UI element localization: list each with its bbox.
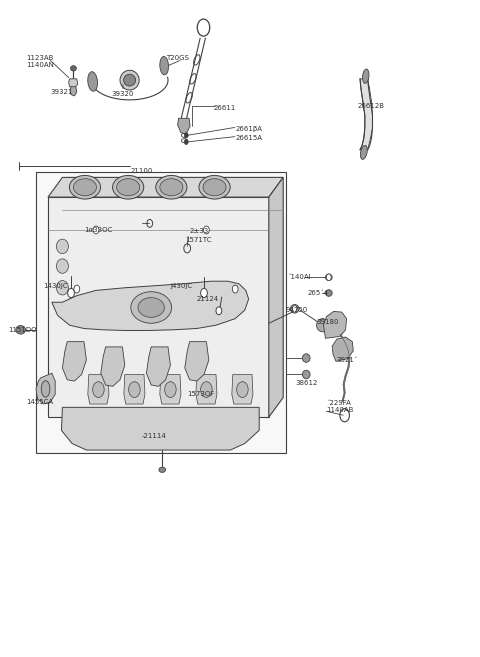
Text: 26612B: 26612B	[358, 103, 384, 110]
Text: 1151DO: 1151DO	[9, 327, 37, 333]
Polygon shape	[146, 347, 170, 386]
Polygon shape	[101, 347, 125, 386]
Text: ´229FA
1140AB: ´229FA 1140AB	[326, 399, 354, 413]
Text: 1α33OC: 1α33OC	[84, 227, 112, 233]
Ellipse shape	[71, 66, 76, 71]
Ellipse shape	[112, 175, 144, 199]
Text: i
39320: i 39320	[111, 84, 133, 97]
Text: 94750: 94750	[286, 307, 308, 313]
Circle shape	[184, 139, 188, 145]
Ellipse shape	[302, 371, 310, 379]
Polygon shape	[52, 281, 249, 330]
Ellipse shape	[160, 57, 168, 75]
Circle shape	[292, 306, 297, 312]
Circle shape	[201, 382, 212, 397]
Ellipse shape	[159, 467, 166, 472]
Bar	[36, 172, 286, 453]
Ellipse shape	[117, 179, 140, 196]
Polygon shape	[178, 118, 190, 134]
Circle shape	[93, 226, 99, 234]
Text: -21114: -21114	[142, 433, 167, 440]
Ellipse shape	[317, 319, 328, 332]
Ellipse shape	[57, 239, 69, 254]
Text: T20GS: T20GS	[166, 55, 189, 61]
Circle shape	[74, 285, 80, 293]
Ellipse shape	[88, 72, 97, 91]
Ellipse shape	[290, 304, 299, 313]
Text: 2±33: 2±33	[190, 228, 209, 235]
Polygon shape	[70, 87, 77, 96]
Ellipse shape	[302, 353, 310, 363]
Ellipse shape	[124, 74, 136, 86]
Text: ´140AI: ´140AI	[288, 274, 312, 281]
Polygon shape	[61, 407, 259, 450]
Polygon shape	[196, 374, 217, 404]
Ellipse shape	[325, 290, 332, 296]
Polygon shape	[48, 177, 283, 197]
Polygon shape	[62, 342, 86, 381]
Polygon shape	[36, 373, 55, 404]
Polygon shape	[332, 337, 353, 361]
Polygon shape	[360, 79, 372, 150]
Circle shape	[93, 382, 104, 397]
Ellipse shape	[325, 274, 332, 281]
Text: 39321: 39321	[50, 89, 73, 95]
Ellipse shape	[156, 175, 187, 199]
Text: 21124: 21124	[197, 296, 219, 302]
Ellipse shape	[16, 326, 25, 334]
Ellipse shape	[41, 381, 50, 397]
Circle shape	[326, 274, 331, 281]
Polygon shape	[124, 374, 145, 404]
Circle shape	[232, 285, 238, 293]
Ellipse shape	[199, 175, 230, 199]
Circle shape	[204, 226, 209, 234]
Text: 1430JC: 1430JC	[43, 283, 68, 289]
Circle shape	[68, 288, 74, 298]
Polygon shape	[69, 79, 78, 88]
Circle shape	[165, 382, 176, 397]
Circle shape	[129, 382, 140, 397]
Polygon shape	[324, 311, 347, 338]
Ellipse shape	[57, 259, 69, 273]
Text: 38612: 38612	[295, 380, 318, 386]
Circle shape	[184, 133, 188, 138]
Text: 21100: 21100	[131, 168, 153, 174]
Ellipse shape	[362, 69, 369, 83]
Circle shape	[237, 382, 248, 397]
Text: J430JC: J430JC	[170, 283, 192, 289]
Ellipse shape	[360, 145, 367, 160]
Text: 1123AB
1140AN: 1123AB 1140AN	[26, 55, 54, 68]
Circle shape	[216, 307, 222, 315]
Text: 3921´: 3921´	[336, 357, 358, 363]
Text: 1573OF: 1573OF	[187, 391, 215, 397]
Polygon shape	[185, 342, 209, 381]
Ellipse shape	[160, 179, 183, 196]
Ellipse shape	[73, 179, 96, 196]
Ellipse shape	[120, 70, 139, 90]
Circle shape	[201, 288, 207, 298]
Ellipse shape	[203, 179, 226, 196]
Ellipse shape	[138, 298, 164, 317]
Polygon shape	[232, 374, 253, 404]
Polygon shape	[269, 177, 283, 417]
Ellipse shape	[131, 292, 172, 323]
Text: 1455CA: 1455CA	[26, 399, 54, 405]
Text: 39180: 39180	[317, 319, 339, 325]
Polygon shape	[88, 374, 109, 404]
Ellipse shape	[57, 281, 69, 295]
Polygon shape	[48, 197, 269, 417]
Text: 265´4: 265´4	[307, 290, 328, 296]
Polygon shape	[160, 374, 181, 404]
Text: 2661βA: 2661βA	[235, 125, 262, 132]
Ellipse shape	[70, 175, 101, 199]
Text: 1571TC: 1571TC	[185, 237, 211, 244]
Text: 26611: 26611	[214, 104, 236, 111]
Text: 26615A: 26615A	[235, 135, 262, 141]
